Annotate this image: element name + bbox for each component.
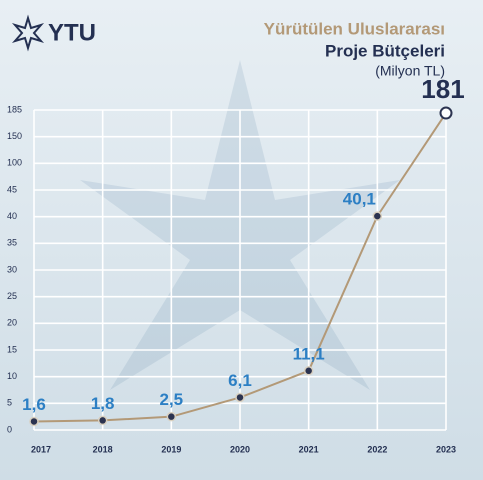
y-tick-label: 5 [7, 398, 12, 408]
x-tick-label: 2019 [161, 444, 181, 454]
logo: YTU [11, 14, 96, 52]
logo-star [11, 14, 45, 52]
value-label: 6,1 [228, 371, 252, 390]
value-label: 2,5 [160, 390, 184, 409]
point [166, 411, 177, 422]
logo-text: YTU [48, 19, 96, 46]
value-label: 181 [421, 74, 464, 104]
y-tick-label: 100 [7, 158, 22, 168]
point [29, 416, 39, 427]
x-tick-label: 2021 [299, 444, 319, 454]
chart-subtitle: Proje Bütçeleri [325, 41, 445, 60]
point [303, 366, 314, 376]
y-tick-label: 20 [7, 318, 17, 328]
point [372, 211, 383, 221]
x-tick-label: 2020 [230, 444, 250, 454]
y-tick-label: 150 [7, 131, 22, 141]
unit-label: (Milyon TL) [375, 63, 445, 79]
x-tick-label: 2022 [367, 444, 387, 454]
chart-title: Yürütülen Uluslararası [264, 19, 445, 38]
value-label: 1,6 [22, 395, 46, 414]
y-tick-label: 30 [7, 264, 17, 274]
value-label: 1,8 [91, 394, 115, 413]
x-tick-label: 2023 [436, 444, 456, 454]
y-tick-label: 10 [7, 371, 17, 381]
y-tick-label: 45 [7, 184, 17, 194]
y-tick-label: 40 [7, 211, 17, 221]
point [439, 106, 453, 120]
x-tick-label: 2017 [31, 444, 51, 454]
x-tick-label: 2018 [93, 444, 113, 454]
point [235, 392, 245, 403]
y-tick-label: 15 [7, 344, 17, 354]
value-label: 40,1 [343, 190, 376, 209]
y-tick-label: 35 [7, 238, 17, 248]
y-tick-label: 185 [7, 104, 22, 114]
y-tick-label: 0 [7, 424, 12, 434]
value-label: 11,1 [293, 344, 325, 363]
y-tick-label: 25 [7, 291, 17, 301]
point [97, 415, 108, 426]
